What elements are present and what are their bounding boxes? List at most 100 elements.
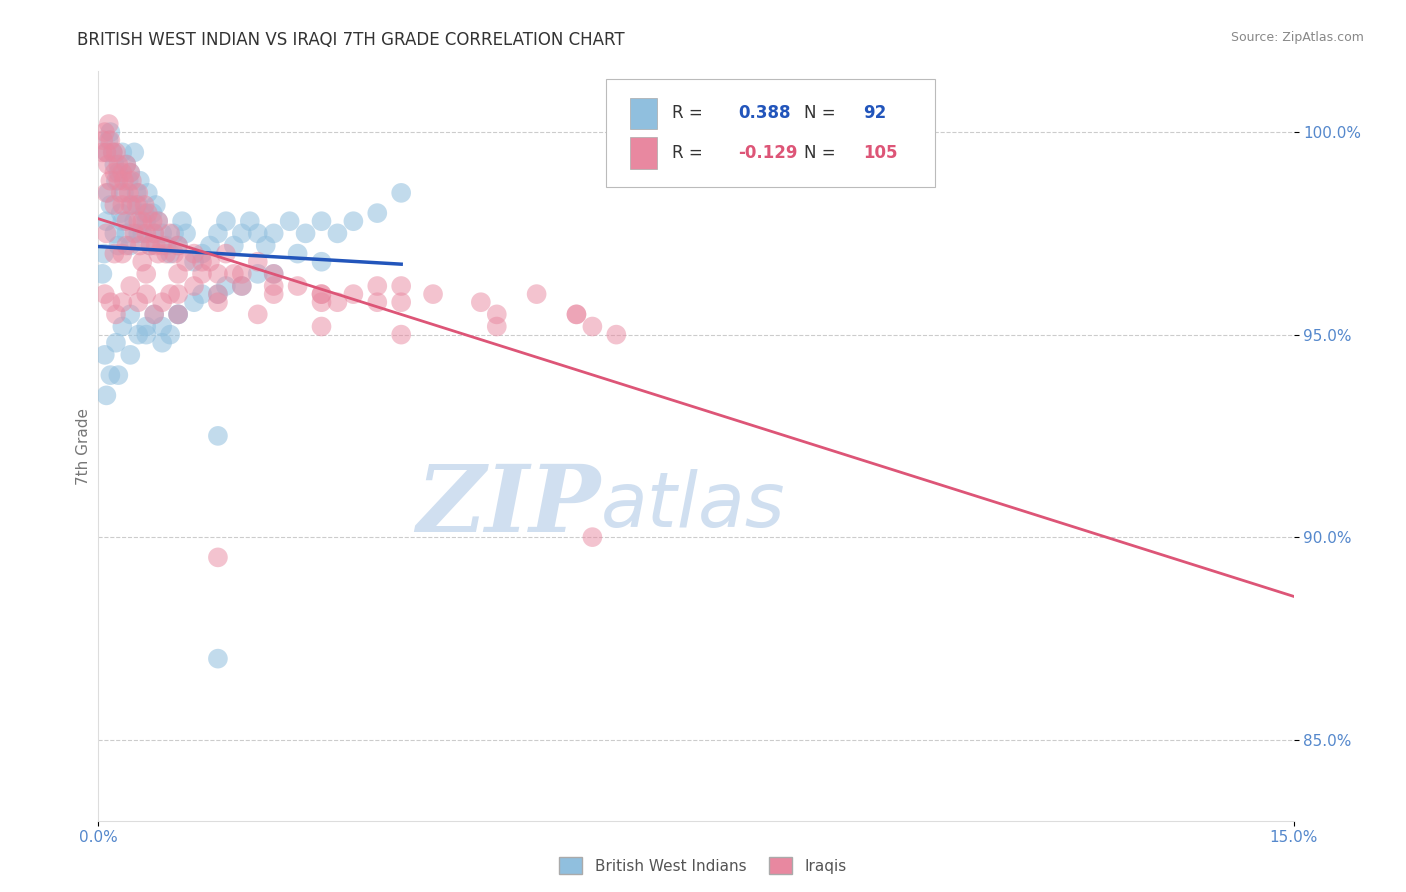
Point <box>143 227 166 241</box>
Point <box>103 198 125 212</box>
Point <box>98 174 122 188</box>
Point <box>155 238 177 252</box>
Point <box>125 198 148 212</box>
Point <box>120 307 142 321</box>
Point <box>207 287 229 301</box>
Point <box>167 238 190 252</box>
Point <box>97 157 120 171</box>
Point <box>326 295 349 310</box>
Text: BRITISH WEST INDIAN VS IRAQI 7TH GRADE CORRELATION CHART: BRITISH WEST INDIAN VS IRAQI 7TH GRADE C… <box>77 31 624 49</box>
Point <box>120 348 142 362</box>
Point <box>127 186 149 200</box>
Point <box>167 267 190 281</box>
Point <box>91 133 114 147</box>
Point <box>125 186 148 200</box>
Point <box>311 319 333 334</box>
Point <box>311 214 333 228</box>
Point <box>127 227 149 241</box>
Point <box>115 157 138 171</box>
Point <box>150 319 173 334</box>
Point <box>565 307 588 321</box>
Point <box>167 307 190 321</box>
Point <box>222 238 245 252</box>
Point <box>111 166 134 180</box>
Point <box>389 279 412 293</box>
Point <box>120 166 142 180</box>
Point <box>191 254 214 268</box>
Text: atlas: atlas <box>600 469 785 543</box>
Point <box>311 254 333 268</box>
Point <box>104 145 127 160</box>
Point <box>103 227 125 241</box>
Text: Source: ZipAtlas.com: Source: ZipAtlas.com <box>1230 31 1364 45</box>
Point <box>148 246 170 260</box>
Point <box>263 287 285 301</box>
Point <box>124 145 146 160</box>
Point <box>136 186 159 200</box>
Point <box>94 287 117 301</box>
Point <box>107 174 129 188</box>
Point <box>131 227 153 241</box>
Point <box>163 227 186 241</box>
Point <box>150 295 173 310</box>
Point <box>207 267 229 281</box>
Point <box>139 238 162 252</box>
Point <box>104 174 127 188</box>
Text: 92: 92 <box>863 104 887 122</box>
Point <box>142 206 165 220</box>
Point <box>263 267 285 281</box>
Text: R =: R = <box>672 104 709 122</box>
Point <box>111 198 134 212</box>
Point <box>136 206 159 220</box>
Point <box>121 174 143 188</box>
Point <box>159 327 181 342</box>
Point <box>98 198 122 212</box>
Point <box>150 238 173 252</box>
Point <box>215 279 238 293</box>
Point <box>135 227 157 241</box>
Legend: British West Indians, Iraqis: British West Indians, Iraqis <box>554 851 852 880</box>
Point <box>124 214 146 228</box>
Point <box>96 186 118 200</box>
Point <box>246 254 269 268</box>
Point <box>311 295 333 310</box>
Point <box>526 287 548 301</box>
Point <box>389 295 412 310</box>
Point <box>150 335 173 350</box>
Point <box>103 166 125 180</box>
Point <box>94 348 117 362</box>
Point <box>287 246 309 260</box>
Y-axis label: 7th Grade: 7th Grade <box>76 408 91 484</box>
Point <box>366 279 388 293</box>
Point <box>111 295 134 310</box>
Point <box>198 254 221 268</box>
Point <box>198 238 221 252</box>
Point <box>135 267 157 281</box>
Point <box>231 267 253 281</box>
Point <box>215 246 238 260</box>
Point <box>96 214 118 228</box>
Point <box>127 327 149 342</box>
Text: -0.129: -0.129 <box>738 144 797 162</box>
Point <box>239 214 262 228</box>
Point <box>97 186 120 200</box>
Point <box>101 145 124 160</box>
Point <box>112 186 135 200</box>
Point <box>134 206 156 220</box>
Text: R =: R = <box>672 144 709 162</box>
Point <box>342 287 364 301</box>
Point <box>143 307 166 321</box>
Point <box>127 295 149 310</box>
Point <box>118 174 141 188</box>
Text: 0.388: 0.388 <box>738 104 790 122</box>
Point <box>159 246 181 260</box>
Point <box>96 145 118 160</box>
Point <box>183 254 205 268</box>
Point <box>143 227 166 241</box>
Point <box>207 295 229 310</box>
Point <box>389 186 412 200</box>
Point <box>142 214 165 228</box>
Point <box>139 238 162 252</box>
Point <box>565 307 588 321</box>
Point <box>145 238 167 252</box>
